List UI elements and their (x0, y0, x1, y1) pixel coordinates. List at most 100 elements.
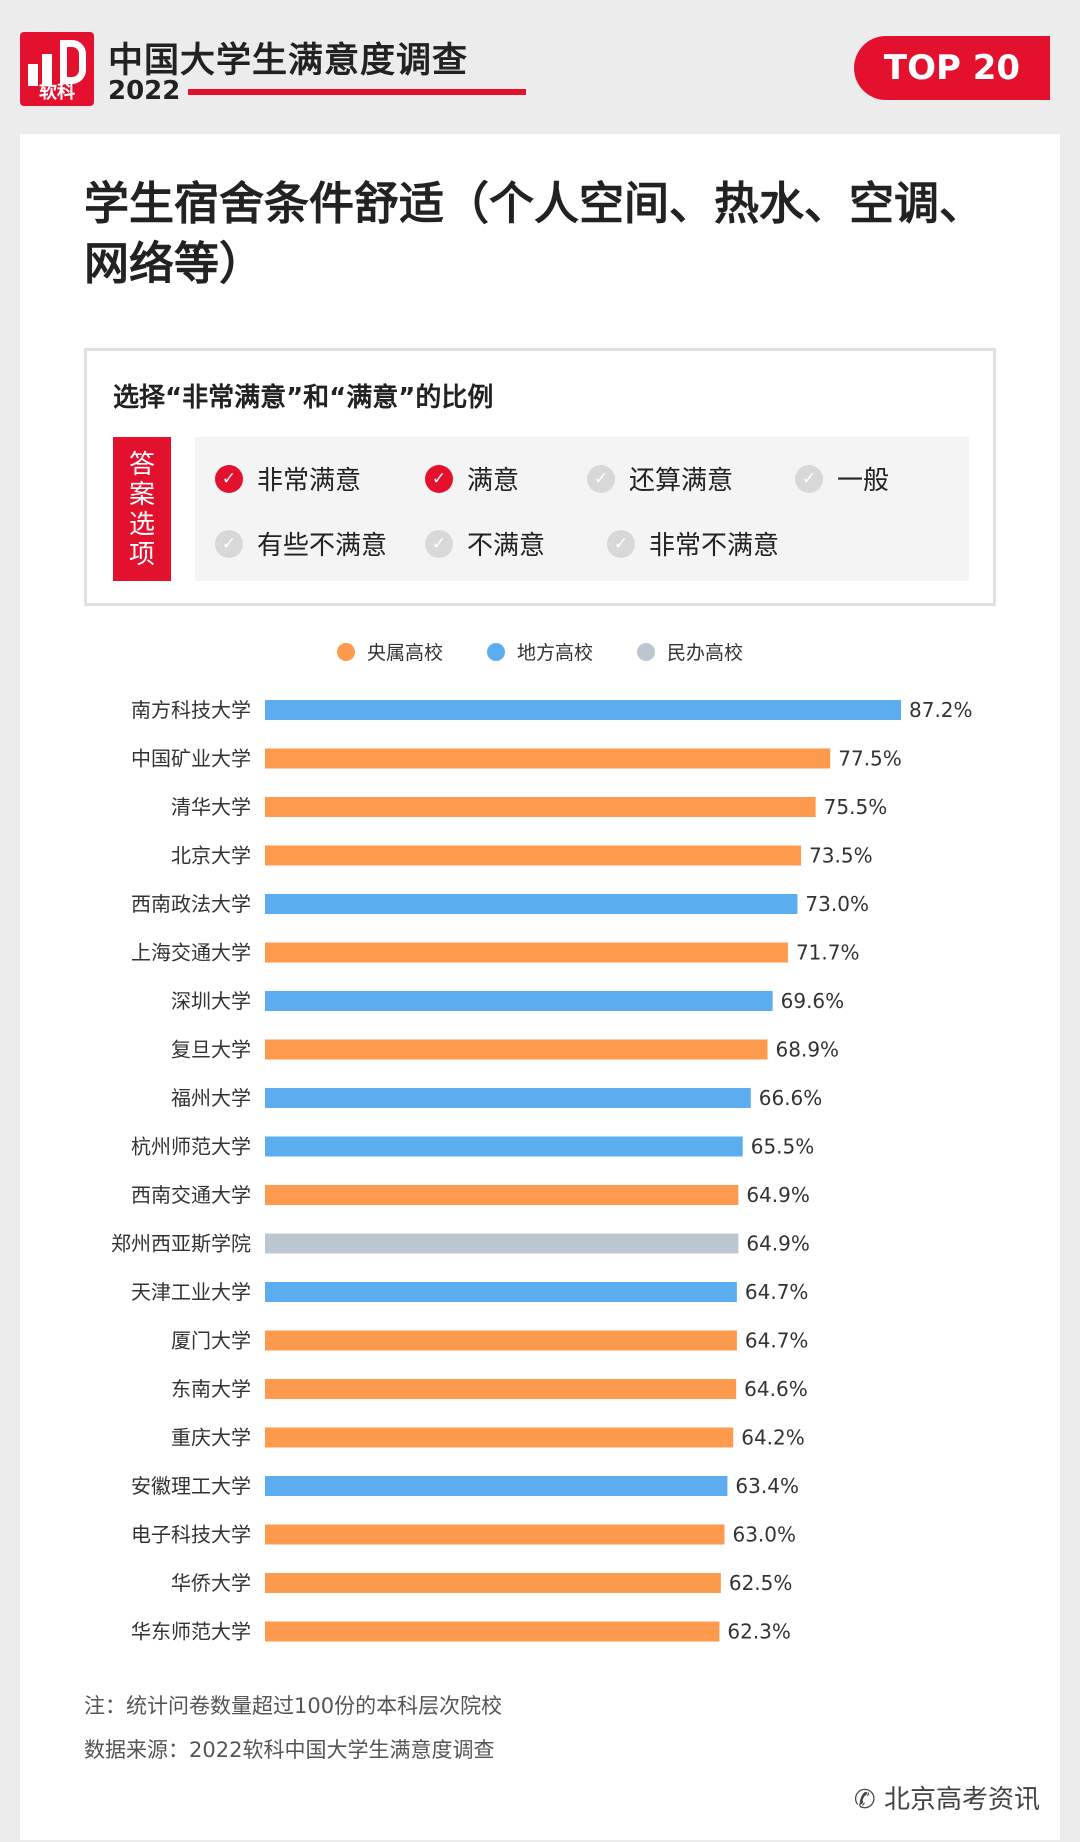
option-label: 还算满意 (629, 466, 734, 496)
check-icon: ✓ (215, 464, 243, 493)
value-label: 64.6% (744, 1377, 808, 1401)
category-label: 西南政法大学 (131, 892, 251, 916)
category-label: 北京大学 (171, 844, 251, 868)
value-label: 64.2% (741, 1426, 805, 1450)
option-label: 不满意 (467, 531, 546, 561)
category-label: 华东师范大学 (131, 1620, 251, 1644)
category-label: 福州大学 (171, 1086, 251, 1110)
value-label: 73.0% (805, 892, 869, 916)
value-label: 65.5% (751, 1135, 815, 1159)
bar (265, 845, 802, 866)
category-label: 电子科技大学 (131, 1523, 251, 1547)
watermark: ✆ 北京高考资讯 (854, 1779, 1040, 1816)
value-label: 77.5% (838, 747, 902, 771)
bar (265, 1330, 737, 1351)
category-label: 厦门大学 (171, 1329, 251, 1353)
data-source: 数据来源：2022软科中国大学生满意度调查 (84, 1738, 495, 1762)
bar (265, 1427, 734, 1448)
value-label: 73.5% (809, 844, 873, 868)
option-item: ✓ 满意 (425, 460, 519, 497)
category-label: 上海交通大学 (131, 941, 251, 965)
category-label: 安徽理工大学 (131, 1474, 251, 1498)
bar (265, 700, 901, 720)
bar-chart: 南方科技大学 87.2% 中国矿业大学 77.5% 清华大学 75.5% 北京大学 73.5%… (111, 698, 973, 1644)
value-label: 66.6% (759, 1086, 823, 1110)
category-label: 华侨大学 (171, 1571, 251, 1595)
logo-bar (42, 54, 52, 86)
top-badge: TOP 20 (854, 36, 1050, 100)
bar (265, 1282, 737, 1302)
bar (265, 1136, 743, 1157)
legend-dot (336, 642, 355, 661)
content-card: 学生宿舍条件舒适（个人空间、热水、空调、网络等） 选择“非常满意”和“满意”的比… (20, 134, 1060, 1840)
bar (265, 1621, 720, 1642)
bar (265, 797, 816, 817)
value-label: 69.6% (781, 989, 845, 1013)
category-label: 深圳大学 (171, 989, 251, 1013)
bar (265, 748, 831, 769)
category-label: 西南交通大学 (131, 1183, 251, 1207)
value-label: 68.9% (776, 1038, 840, 1062)
bar (265, 1233, 739, 1254)
category-label: 杭州师范大学 (131, 1135, 251, 1159)
bar (265, 1476, 728, 1496)
check-icon: ✓ (607, 529, 635, 558)
value-label: 64.7% (745, 1329, 809, 1353)
category-label: 重庆大学 (171, 1426, 251, 1450)
check-icon: ✓ (215, 529, 243, 558)
logo-text: 软科 (39, 82, 75, 103)
legend-label: 央属高校 (366, 642, 443, 664)
bar (265, 1524, 725, 1545)
bar (265, 1573, 721, 1593)
options-panel: ✓ 非常满意 ✓ 满意 ✓ 还算满意 ✓ 一般 ✓ 有些不满意 ✓ 不满意 ✓ 非常不满意 (195, 437, 969, 581)
value-label: 62.5% (729, 1571, 793, 1595)
category-label: 清华大学 (171, 795, 251, 819)
legend-label: 民办高校 (667, 642, 744, 664)
category-label: 东南大学 (171, 1377, 251, 1401)
answer-tag: 答 案 选 项 (113, 437, 171, 581)
bar (265, 1088, 751, 1108)
option-item: ✓ 非常满意 (215, 460, 361, 497)
legend-dot (637, 642, 655, 661)
legend-item-private: 民办高校 (637, 638, 743, 665)
check-icon: ✓ (425, 529, 453, 558)
legend-item-central: 央属高校 (336, 638, 443, 665)
category-label: 郑州西亚斯学院 (111, 1232, 251, 1256)
option-item: ✓ 还算满意 (587, 460, 733, 497)
answer-tag-char: 选 (128, 510, 155, 540)
answer-tag-char: 案 (128, 480, 155, 510)
footnote: 注：统计问卷数量超过100份的本科层次院校 (84, 1694, 503, 1718)
answer-tag-char: 答 (128, 450, 155, 480)
bar (265, 942, 788, 963)
value-label: 71.7% (796, 941, 860, 965)
category-label: 天津工业大学 (131, 1280, 251, 1304)
value-label: 87.2% (909, 698, 973, 722)
category-label: 南方科技大学 (131, 698, 251, 722)
value-label: 75.5% (824, 795, 888, 819)
option-label: 非常不满意 (649, 531, 780, 561)
bar (265, 1039, 768, 1060)
option-label: 一般 (837, 466, 890, 496)
survey-year: 2022 (108, 76, 181, 106)
option-item: ✓ 不满意 (425, 525, 545, 562)
survey-title: 中国大学生满意度调查 (108, 41, 469, 81)
value-label: 63.4% (735, 1474, 799, 1498)
bar (265, 991, 773, 1011)
value-label: 64.9% (746, 1183, 810, 1207)
legend-label: 地方高校 (516, 642, 593, 664)
value-label: 63.0% (732, 1523, 796, 1547)
legend-item-local: 地方高校 (486, 638, 593, 665)
logo-r-shape (60, 40, 86, 84)
value-label: 62.3% (727, 1620, 791, 1644)
logo-bar (28, 64, 38, 86)
option-label: 满意 (467, 466, 520, 496)
bar (265, 894, 798, 914)
value-label: 64.9% (746, 1232, 810, 1256)
main-title: 学生宿舍条件舒适（个人空间、热水、空调、网络等） (84, 177, 985, 290)
category-label: 中国矿业大学 (131, 747, 251, 771)
answer-tag-char: 项 (128, 540, 155, 570)
legend-dot (486, 642, 505, 661)
answer-question: 选择“非常满意”和“满意”的比例 (113, 383, 494, 413)
answer-options-box: 选择“非常满意”和“满意”的比例 答 案 选 项 ✓ 非常满意 ✓ 满意 ✓ 还算满意… (84, 348, 996, 606)
check-icon: ✓ (587, 464, 615, 493)
